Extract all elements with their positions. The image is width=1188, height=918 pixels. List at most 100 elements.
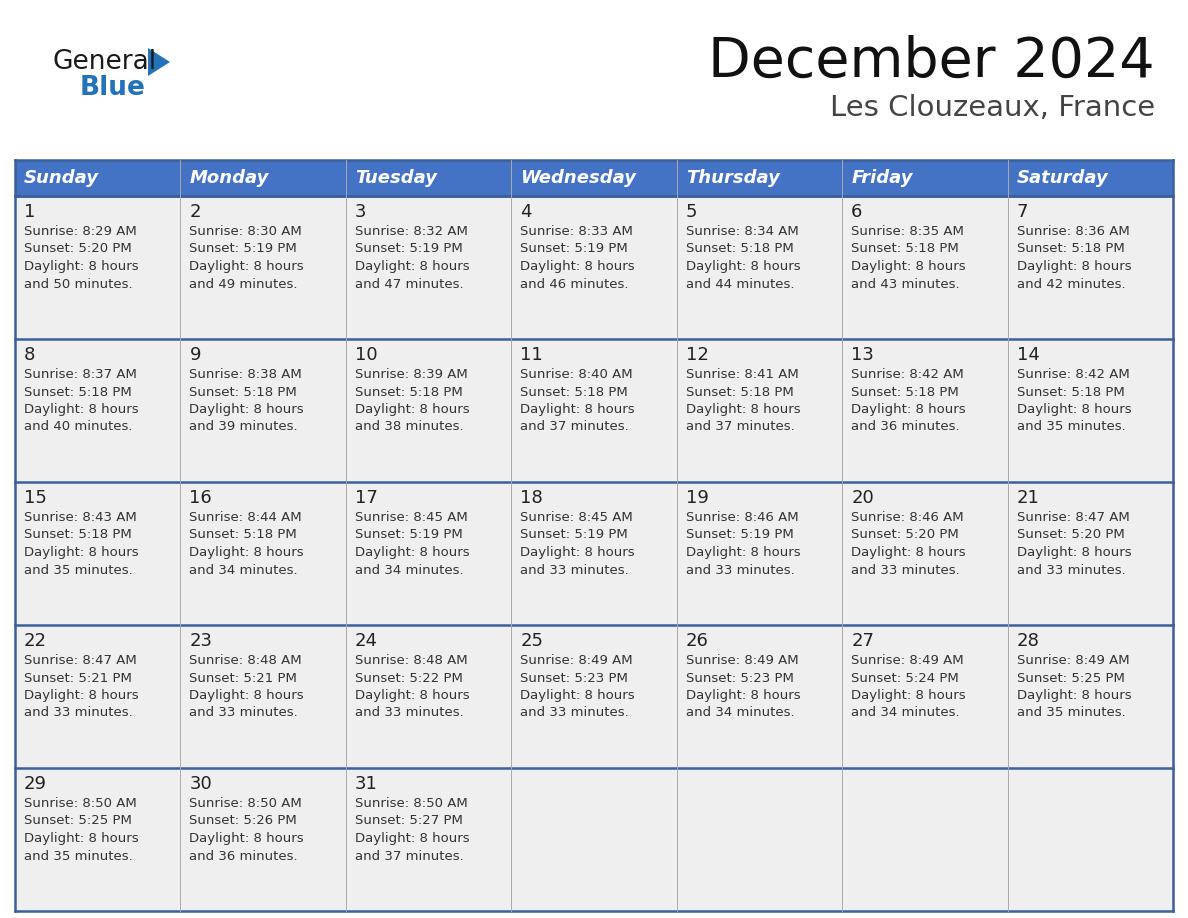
- Text: Wednesday: Wednesday: [520, 169, 637, 187]
- Bar: [511, 196, 677, 339]
- Text: 12: 12: [685, 346, 708, 364]
- Text: Sunset: 5:18 PM: Sunset: 5:18 PM: [685, 386, 794, 398]
- Text: Daylight: 8 hours: Daylight: 8 hours: [355, 403, 469, 416]
- Bar: [1007, 160, 1173, 196]
- Text: Sunrise: 8:40 AM: Sunrise: 8:40 AM: [520, 368, 633, 381]
- Text: 10: 10: [355, 346, 378, 364]
- Text: Daylight: 8 hours: Daylight: 8 hours: [189, 689, 304, 702]
- Text: and 33 minutes.: and 33 minutes.: [520, 707, 628, 720]
- Text: Daylight: 8 hours: Daylight: 8 hours: [1017, 546, 1131, 559]
- Text: Sunset: 5:18 PM: Sunset: 5:18 PM: [355, 386, 462, 398]
- Text: 26: 26: [685, 632, 708, 650]
- Text: Sunset: 5:20 PM: Sunset: 5:20 PM: [1017, 529, 1124, 542]
- Text: 4: 4: [520, 203, 532, 221]
- Text: 9: 9: [189, 346, 201, 364]
- Text: 29: 29: [24, 775, 48, 793]
- Text: 18: 18: [520, 489, 543, 507]
- Text: Sunrise: 8:36 AM: Sunrise: 8:36 AM: [1017, 225, 1130, 238]
- Text: Sunrise: 8:49 AM: Sunrise: 8:49 AM: [520, 654, 633, 667]
- Bar: [511, 768, 677, 911]
- Text: Sunset: 5:21 PM: Sunset: 5:21 PM: [189, 671, 297, 685]
- Text: and 34 minutes.: and 34 minutes.: [685, 707, 795, 720]
- Text: Sunset: 5:18 PM: Sunset: 5:18 PM: [685, 242, 794, 255]
- Text: Daylight: 8 hours: Daylight: 8 hours: [189, 260, 304, 273]
- Bar: [677, 339, 842, 482]
- Bar: [1007, 482, 1173, 625]
- Text: and 33 minutes.: and 33 minutes.: [685, 564, 795, 577]
- Text: Daylight: 8 hours: Daylight: 8 hours: [851, 260, 966, 273]
- Text: 27: 27: [851, 632, 874, 650]
- Text: Daylight: 8 hours: Daylight: 8 hours: [189, 546, 304, 559]
- Text: 1: 1: [24, 203, 36, 221]
- Text: and 35 minutes.: and 35 minutes.: [24, 564, 133, 577]
- Text: Sunset: 5:20 PM: Sunset: 5:20 PM: [24, 242, 132, 255]
- Text: Sunset: 5:18 PM: Sunset: 5:18 PM: [520, 386, 628, 398]
- Text: and 34 minutes.: and 34 minutes.: [355, 564, 463, 577]
- Text: and 37 minutes.: and 37 minutes.: [685, 420, 795, 433]
- Bar: [1007, 625, 1173, 768]
- Text: and 43 minutes.: and 43 minutes.: [851, 277, 960, 290]
- Bar: [842, 160, 1007, 196]
- Text: and 39 minutes.: and 39 minutes.: [189, 420, 298, 433]
- Text: Daylight: 8 hours: Daylight: 8 hours: [851, 689, 966, 702]
- Text: Sunrise: 8:44 AM: Sunrise: 8:44 AM: [189, 511, 302, 524]
- Bar: [15, 339, 181, 482]
- Text: Sunrise: 8:37 AM: Sunrise: 8:37 AM: [24, 368, 137, 381]
- Text: 22: 22: [24, 632, 48, 650]
- Bar: [181, 625, 346, 768]
- Text: Sunset: 5:27 PM: Sunset: 5:27 PM: [355, 814, 463, 827]
- Bar: [842, 482, 1007, 625]
- Text: and 38 minutes.: and 38 minutes.: [355, 420, 463, 433]
- Text: Sunrise: 8:35 AM: Sunrise: 8:35 AM: [851, 225, 963, 238]
- Bar: [1007, 339, 1173, 482]
- Text: Sunrise: 8:48 AM: Sunrise: 8:48 AM: [189, 654, 302, 667]
- Text: Sunrise: 8:42 AM: Sunrise: 8:42 AM: [1017, 368, 1130, 381]
- Text: Friday: Friday: [851, 169, 912, 187]
- Text: Sunset: 5:18 PM: Sunset: 5:18 PM: [24, 529, 132, 542]
- Text: Sunrise: 8:33 AM: Sunrise: 8:33 AM: [520, 225, 633, 238]
- Text: Sunset: 5:19 PM: Sunset: 5:19 PM: [355, 242, 462, 255]
- Bar: [842, 339, 1007, 482]
- Text: 17: 17: [355, 489, 378, 507]
- Text: Sunrise: 8:48 AM: Sunrise: 8:48 AM: [355, 654, 468, 667]
- Text: Daylight: 8 hours: Daylight: 8 hours: [685, 546, 801, 559]
- Bar: [15, 160, 181, 196]
- Text: Sunrise: 8:50 AM: Sunrise: 8:50 AM: [24, 797, 137, 810]
- Bar: [511, 160, 677, 196]
- Text: and 36 minutes.: and 36 minutes.: [851, 420, 960, 433]
- Text: 30: 30: [189, 775, 213, 793]
- Text: Sunrise: 8:34 AM: Sunrise: 8:34 AM: [685, 225, 798, 238]
- Bar: [346, 160, 511, 196]
- Text: Daylight: 8 hours: Daylight: 8 hours: [355, 546, 469, 559]
- Bar: [677, 160, 842, 196]
- Text: Sunrise: 8:47 AM: Sunrise: 8:47 AM: [1017, 511, 1130, 524]
- Text: Monday: Monday: [189, 169, 268, 187]
- Text: Daylight: 8 hours: Daylight: 8 hours: [685, 260, 801, 273]
- Text: Sunset: 5:18 PM: Sunset: 5:18 PM: [1017, 242, 1124, 255]
- Text: 6: 6: [851, 203, 862, 221]
- Text: and 33 minutes.: and 33 minutes.: [189, 707, 298, 720]
- Bar: [181, 160, 346, 196]
- Bar: [346, 339, 511, 482]
- Text: Daylight: 8 hours: Daylight: 8 hours: [1017, 403, 1131, 416]
- Text: Sunset: 5:18 PM: Sunset: 5:18 PM: [1017, 386, 1124, 398]
- Bar: [677, 196, 842, 339]
- Text: 20: 20: [851, 489, 874, 507]
- Text: Daylight: 8 hours: Daylight: 8 hours: [189, 403, 304, 416]
- Text: Daylight: 8 hours: Daylight: 8 hours: [851, 546, 966, 559]
- Text: 8: 8: [24, 346, 36, 364]
- Text: Sunrise: 8:50 AM: Sunrise: 8:50 AM: [355, 797, 468, 810]
- Bar: [346, 482, 511, 625]
- Bar: [15, 625, 181, 768]
- Text: 19: 19: [685, 489, 708, 507]
- Text: Sunset: 5:18 PM: Sunset: 5:18 PM: [851, 386, 959, 398]
- Text: Sunrise: 8:50 AM: Sunrise: 8:50 AM: [189, 797, 302, 810]
- Bar: [511, 482, 677, 625]
- Text: Daylight: 8 hours: Daylight: 8 hours: [520, 260, 634, 273]
- Text: 5: 5: [685, 203, 697, 221]
- Bar: [842, 768, 1007, 911]
- Text: Sunset: 5:26 PM: Sunset: 5:26 PM: [189, 814, 297, 827]
- Text: Sunset: 5:22 PM: Sunset: 5:22 PM: [355, 671, 463, 685]
- Text: and 34 minutes.: and 34 minutes.: [851, 707, 960, 720]
- Text: Daylight: 8 hours: Daylight: 8 hours: [520, 689, 634, 702]
